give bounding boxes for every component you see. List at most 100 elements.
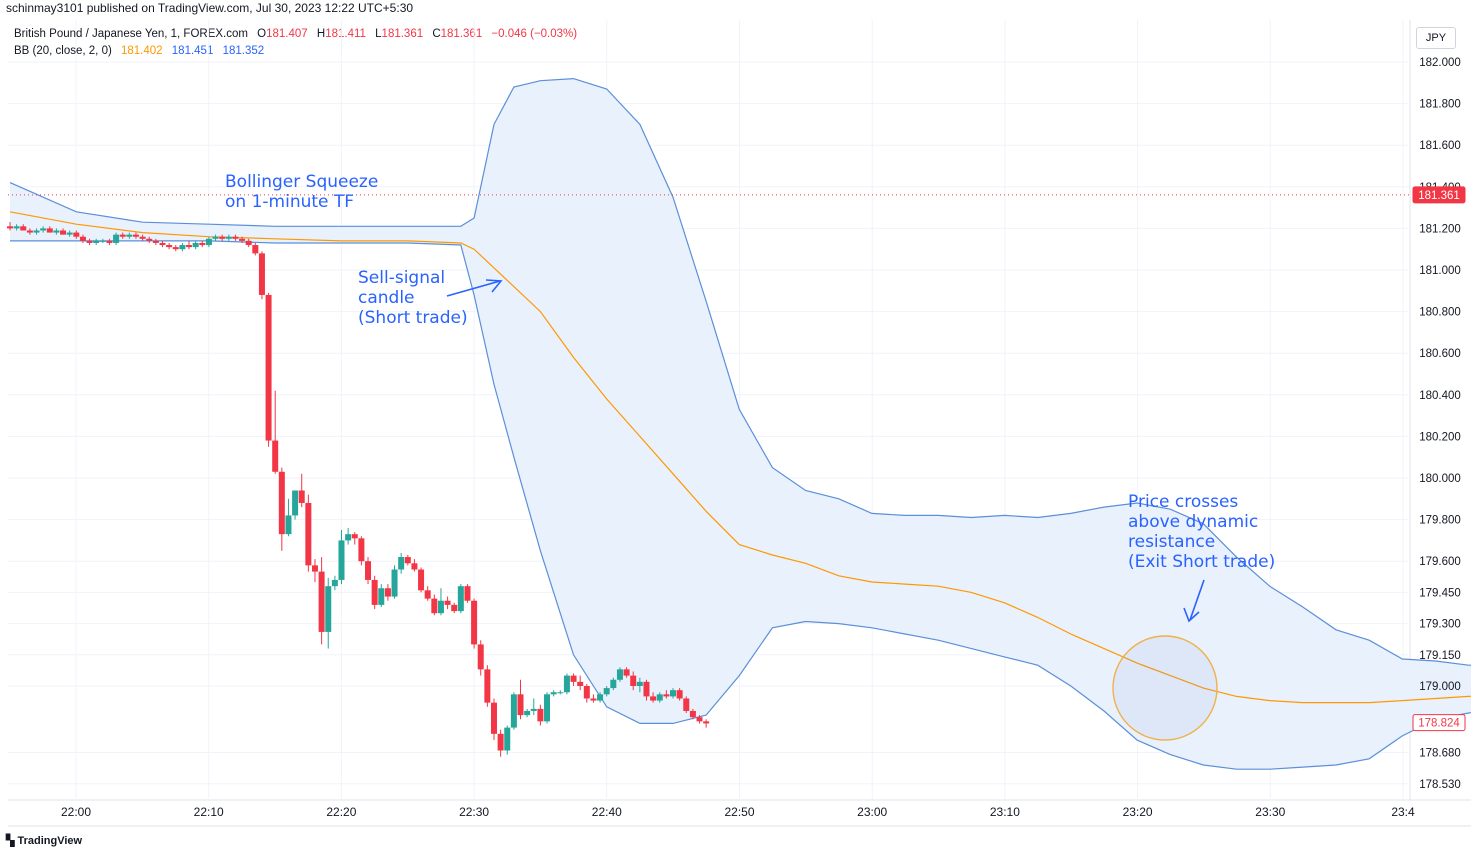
- candle-body: [292, 490, 299, 516]
- candle-body: [239, 238, 246, 241]
- candle: [411, 559, 418, 572]
- candle: [437, 588, 444, 616]
- candle: [676, 688, 683, 701]
- candle-body: [424, 590, 431, 599]
- candle: [172, 245, 179, 252]
- candle: [464, 584, 471, 603]
- candle-body: [398, 557, 405, 570]
- price-tick-label: 180.800: [1419, 307, 1461, 319]
- candle: [93, 238, 100, 246]
- candle: [603, 686, 610, 697]
- candle-body: [703, 721, 710, 724]
- candle-body: [537, 708, 544, 722]
- candle: [106, 238, 113, 246]
- candle: [232, 234, 239, 241]
- candle-body: [106, 240, 113, 243]
- candle-body: [93, 240, 100, 243]
- candle-body: [544, 694, 551, 722]
- candle: [696, 715, 703, 724]
- candle: [199, 240, 206, 248]
- candle: [66, 230, 73, 237]
- candle-body: [689, 710, 696, 718]
- candle-body: [311, 565, 318, 572]
- price-axis[interactable]: 182.000181.800181.600181.400181.200181.0…: [1412, 57, 1466, 791]
- candle: [689, 708, 696, 720]
- candle: [325, 577, 332, 649]
- candle: [517, 679, 524, 720]
- candle: [477, 640, 484, 676]
- candle: [345, 527, 352, 545]
- candle-body: [471, 600, 478, 645]
- candle-body: [431, 598, 438, 614]
- candle-body: [99, 240, 106, 242]
- candle-body: [285, 515, 292, 535]
- last-price-label-text: 178.824: [1418, 718, 1460, 730]
- candle-body: [371, 579, 378, 605]
- annotation-line: Bollinger Squeeze: [225, 172, 378, 192]
- time-tick-label: 22:20: [326, 805, 356, 819]
- candle: [225, 234, 232, 241]
- candle-body: [20, 226, 27, 231]
- candle: [683, 696, 690, 714]
- candle-body: [517, 694, 524, 716]
- candle-body: [46, 228, 53, 233]
- candle-body: [40, 228, 47, 231]
- candle: [258, 251, 265, 300]
- basis-line: [9, 211, 1471, 704]
- band-fill: [10, 78, 1471, 770]
- bb-upper-value: 181.451: [171, 45, 214, 57]
- candle: [192, 240, 199, 250]
- candle: [418, 567, 425, 593]
- candle: [146, 236, 153, 243]
- candle: [650, 692, 657, 703]
- price-tick-label: 178.680: [1419, 748, 1461, 760]
- last-price-label: 178.824: [1412, 714, 1466, 732]
- symbol-name[interactable]: British Pound / Japanese Yen, 1, FOREX.c…: [14, 28, 248, 40]
- candle: [73, 230, 80, 239]
- price-tick-label: 179.000: [1419, 681, 1461, 693]
- candle-body: [225, 236, 232, 239]
- candle-body: [484, 669, 491, 703]
- candle-body: [146, 238, 153, 241]
- candle: [563, 673, 570, 695]
- candle-body: [66, 232, 73, 235]
- annotation-line: Price crosses: [1128, 492, 1238, 512]
- candle: [557, 690, 564, 695]
- candle: [79, 234, 86, 243]
- candle: [318, 557, 325, 645]
- candle: [252, 242, 259, 256]
- candle-body: [272, 440, 279, 472]
- candle: [179, 242, 186, 252]
- candle: [537, 704, 544, 726]
- candle-body: [13, 226, 20, 229]
- candle-body: [199, 242, 206, 246]
- candle-body: [497, 733, 504, 751]
- candle: [616, 667, 623, 682]
- currency-button[interactable]: JPY: [1416, 27, 1456, 49]
- candlesticks: [7, 222, 710, 757]
- candle-body: [530, 708, 537, 711]
- time-axis[interactable]: 22:00 22:10 22:20 22:30 22:40 22:50 23:00 23:10…: [61, 805, 1415, 819]
- candle-body: [325, 586, 332, 632]
- candle-body: [477, 644, 484, 670]
- price-tick-label: 178.530: [1419, 779, 1461, 791]
- candle-body: [331, 579, 338, 587]
- price-tick-label: 179.150: [1419, 650, 1461, 662]
- candle-body: [26, 230, 33, 233]
- bb-label[interactable]: BB (20, close, 2, 0): [14, 45, 112, 57]
- price-tick-label: 181.200: [1419, 223, 1461, 235]
- candle: [510, 692, 517, 730]
- candle-body: [683, 698, 690, 711]
- candle-body: [570, 675, 577, 682]
- candle: [530, 698, 537, 716]
- candle: [53, 228, 60, 235]
- price-tick-label: 180.000: [1419, 473, 1461, 485]
- candle-body: [179, 245, 186, 250]
- candle-body: [623, 669, 630, 676]
- candle-body: [550, 692, 557, 695]
- time-tick-label: 22:30: [459, 805, 489, 819]
- candle: [212, 234, 219, 241]
- candle: [13, 224, 20, 231]
